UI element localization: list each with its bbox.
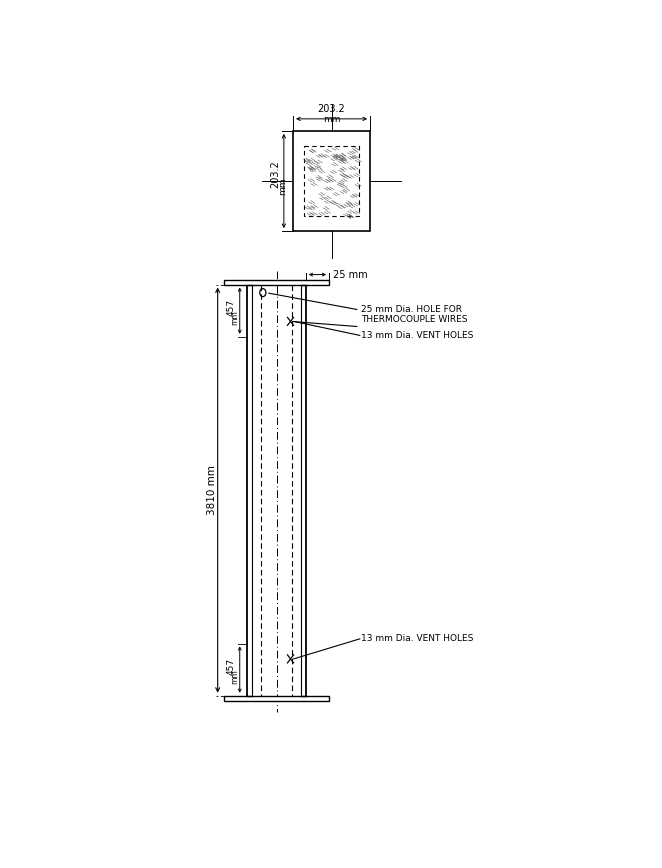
Bar xyxy=(224,695,329,701)
Text: 25 mm Dia. HOLE FOR: 25 mm Dia. HOLE FOR xyxy=(361,305,462,313)
Text: mm: mm xyxy=(323,115,340,124)
Bar xyxy=(293,131,370,231)
Text: 203.2: 203.2 xyxy=(318,104,346,115)
Text: mm: mm xyxy=(231,669,240,684)
Text: 203.2: 203.2 xyxy=(270,161,280,188)
Text: 13 mm Dia. VENT HOLES: 13 mm Dia. VENT HOLES xyxy=(361,331,473,340)
Text: 13 mm Dia. VENT HOLES: 13 mm Dia. VENT HOLES xyxy=(361,635,473,643)
Text: mm: mm xyxy=(231,310,240,325)
Text: mm: mm xyxy=(279,178,287,195)
Text: 457: 457 xyxy=(226,299,235,316)
Bar xyxy=(224,280,329,285)
Text: 457: 457 xyxy=(226,658,235,674)
Text: 25 mm: 25 mm xyxy=(333,270,368,279)
Bar xyxy=(305,146,359,216)
Text: THERMOCOUPLE WIRES: THERMOCOUPLE WIRES xyxy=(361,315,467,324)
Text: 3810 mm: 3810 mm xyxy=(207,465,217,515)
